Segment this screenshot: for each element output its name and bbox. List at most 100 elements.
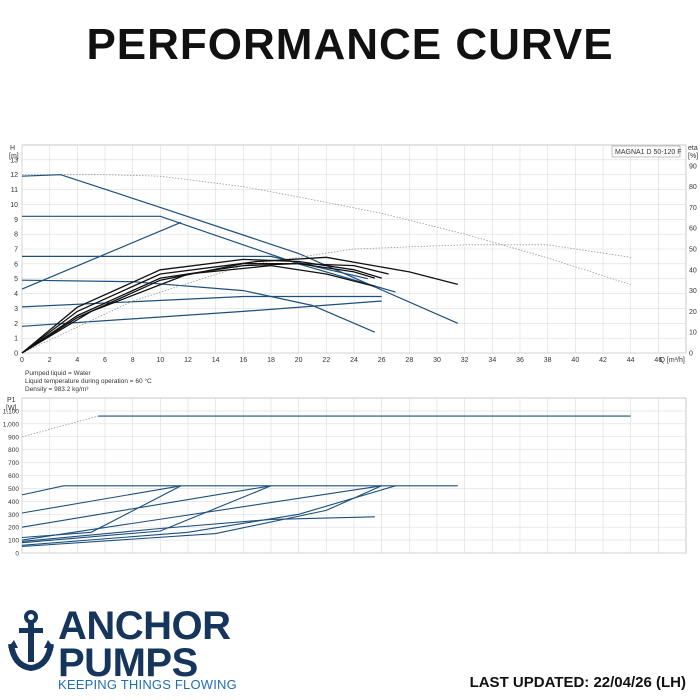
brand-name-line1: ANCHOR xyxy=(58,604,231,648)
x-tick-label: 34 xyxy=(488,357,496,364)
p1-tick-label: 400 xyxy=(8,499,19,506)
p1-tick-label: 1,100 xyxy=(3,408,20,415)
p1-tick-label: 800 xyxy=(8,447,19,454)
liquid-note: Density = 983.2 kg/m³ xyxy=(25,386,89,393)
y2-tick-label: 40 xyxy=(689,267,697,274)
x-tick-label: 36 xyxy=(516,357,524,364)
p1-tick-label: 200 xyxy=(8,525,19,532)
p1-tick-label: 600 xyxy=(8,473,19,480)
x-tick-label: 42 xyxy=(599,357,607,364)
model-label: MAGNA1 D 50-120 F xyxy=(615,149,682,156)
head-curve-1 xyxy=(21,174,459,324)
y2-axis-label: eta xyxy=(688,145,698,152)
p1-tick-label: 900 xyxy=(8,434,19,441)
x-tick-label: 18 xyxy=(267,357,275,364)
eta-curve-13 xyxy=(21,264,375,354)
brand-name-line2: PUMPS xyxy=(58,641,198,685)
page-title: PERFORMANCE CURVE xyxy=(86,20,614,69)
head-curve-4 xyxy=(21,279,376,333)
last-updated: LAST UPDATED: 22/04/26 (LH) xyxy=(469,674,686,691)
power-curve-2 xyxy=(21,485,458,496)
p1-axis-unit: [W] xyxy=(6,405,17,412)
y2-tick-label: 0 xyxy=(689,351,693,358)
head-curve-6 xyxy=(21,300,382,327)
x-tick-label: 44 xyxy=(627,357,635,364)
y2-tick-label: 60 xyxy=(689,226,697,233)
x-tick-label: 22 xyxy=(322,357,330,364)
eta-curve-11 xyxy=(21,262,389,354)
p1-tick-label: 500 xyxy=(8,486,19,493)
system-curve-7 xyxy=(21,221,182,290)
head-curve-2 xyxy=(22,215,396,293)
y-tick-label: 0 xyxy=(14,351,18,358)
power-curve-0 xyxy=(21,415,99,438)
p1-tick-label: 700 xyxy=(8,460,19,467)
x-tick-label: 30 xyxy=(433,357,441,364)
x-tick-label: 6 xyxy=(103,357,107,364)
x-tick-label: 4 xyxy=(75,357,79,364)
y2-tick-label: 80 xyxy=(689,184,697,191)
y-tick-label: 12 xyxy=(10,172,18,179)
y-axis-label: H xyxy=(10,145,15,152)
power-curve-10 xyxy=(21,485,382,548)
eta-curve-10 xyxy=(21,258,382,354)
y2-tick-label: 50 xyxy=(689,247,697,254)
y-tick-label: 10 xyxy=(10,202,18,209)
x-tick-label: 24 xyxy=(350,357,358,364)
anchor-icon xyxy=(8,610,54,672)
y-axis-unit: [m] xyxy=(9,153,19,160)
p1-tick-label: 300 xyxy=(8,512,19,519)
x-tick-label: 28 xyxy=(405,357,413,364)
y-tick-label: 7 xyxy=(14,247,18,254)
power-curve-7 xyxy=(21,485,272,544)
y2-tick-label: 90 xyxy=(689,163,697,170)
x-tick-label: 40 xyxy=(571,357,579,364)
model-label-box xyxy=(611,145,681,158)
power-curve-3 xyxy=(21,485,182,514)
eta-curve-12 xyxy=(21,262,375,354)
y-tick-label: 6 xyxy=(14,261,18,268)
y-tick-label: 3 xyxy=(14,306,18,313)
y-tick-label: 5 xyxy=(14,276,18,283)
x-tick-label: 16 xyxy=(239,357,247,364)
y-tick-label: 4 xyxy=(14,291,18,298)
head-curve-3 xyxy=(22,255,368,280)
y-tick-label: 9 xyxy=(14,217,18,224)
x-tick-label: 2 xyxy=(48,357,52,364)
x-tick-label: 38 xyxy=(544,357,552,364)
y-tick-label: 1 xyxy=(14,336,18,343)
x-axis-label: Q [m³/h] xyxy=(660,357,685,364)
x-tick-label: 8 xyxy=(131,357,135,364)
p1-axis-label: P1 xyxy=(7,397,16,404)
x-tick-label: 20 xyxy=(295,357,303,364)
x-tick-label: 14 xyxy=(212,357,220,364)
y-tick-label: 2 xyxy=(14,321,18,328)
y-tick-label: 13 xyxy=(10,157,18,164)
brand-tagline: KEEPING THINGS FLOWING xyxy=(58,677,237,692)
power-curve-5 xyxy=(21,485,382,541)
power-curve-6 xyxy=(21,485,182,539)
power-curve-4 xyxy=(21,485,272,528)
y2-tick-label: 70 xyxy=(689,205,697,212)
x-tick-label: 32 xyxy=(461,357,469,364)
eta-curve-9 xyxy=(21,256,458,354)
x-tick-label: 12 xyxy=(184,357,192,364)
y-tick-label: 11 xyxy=(11,187,18,194)
power-curve-9 xyxy=(21,516,375,542)
x-tick-label: 0 xyxy=(20,357,24,364)
eta-curve-8 xyxy=(21,244,631,354)
power-chart: 0 100 200 300 400 500 600 700 800 900 1,000 1,100 P1… xyxy=(3,397,687,558)
x-tick-label: 10 xyxy=(156,357,164,364)
p1-tick-label: 1,000 xyxy=(3,421,20,428)
head-efficiency-chart: 0 2 4 6 8 10 12 14 16 18 20 22 24 26 28 30 32 34 36 38 40 42 4… xyxy=(9,144,698,393)
y-tick-label: 8 xyxy=(14,232,18,239)
p1-tick-label: 100 xyxy=(8,538,19,545)
y2-axis-unit: [%] xyxy=(688,153,698,160)
liquid-note: Liquid temperature during operation = 60… xyxy=(25,377,152,385)
y2-tick-label: 10 xyxy=(689,330,697,337)
y2-tick-label: 20 xyxy=(689,309,697,316)
x-tick-label: 26 xyxy=(378,357,386,364)
y2-tick-label: 30 xyxy=(689,288,697,295)
power-curve-8 xyxy=(21,485,396,546)
